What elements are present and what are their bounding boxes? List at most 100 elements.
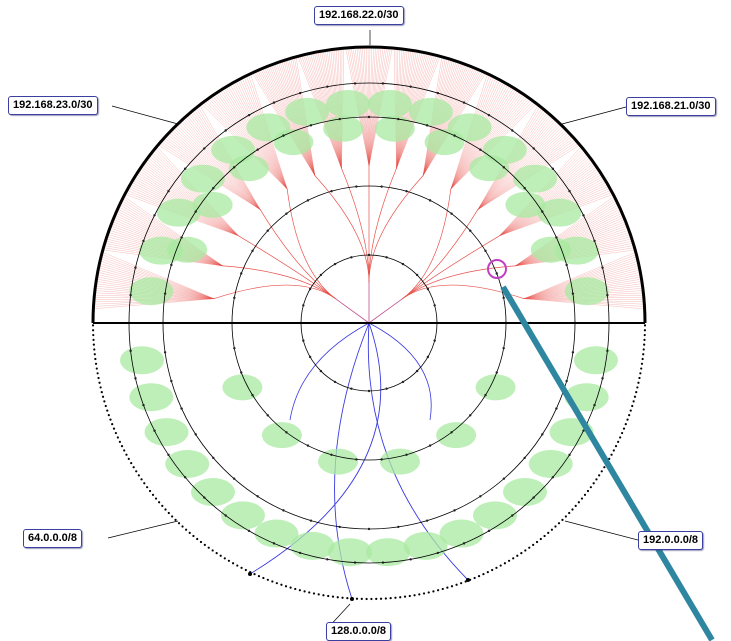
fan-line	[185, 116, 261, 210]
outer-dot	[101, 395, 105, 398]
ring-node	[487, 529, 491, 533]
cluster-ellipse	[129, 277, 174, 306]
ring-node	[409, 558, 412, 561]
fan-line	[477, 118, 555, 210]
branch-link	[368, 175, 424, 283]
outer-dot	[577, 501, 580, 504]
outer-dot	[477, 575, 481, 578]
outer-dot	[181, 525, 184, 528]
outer-dot	[639, 372, 642, 375]
outer-dot	[365, 597, 368, 601]
outer-dot	[422, 592, 426, 595]
fan-line	[262, 68, 316, 176]
fan-line	[515, 198, 616, 267]
outer-boundary	[91, 45, 647, 601]
outer-dot	[116, 436, 119, 439]
outer-dot	[622, 427, 626, 430]
outer-dot	[632, 400, 635, 403]
label-64-0-0-0[interactable]: 64.0.0.0/8	[23, 529, 82, 548]
label-128-0-0-0[interactable]: 128.0.0.0/8	[326, 622, 392, 641]
outer-dot	[561, 518, 564, 521]
ring-node	[353, 82, 357, 85]
outer-dot	[619, 436, 622, 439]
label-192-0-0-0[interactable]: 192.0.0.0/8	[638, 531, 704, 550]
fan-line	[142, 164, 239, 236]
ring-node	[415, 369, 419, 373]
ring-node	[326, 85, 329, 88]
outer-dot	[642, 353, 645, 356]
outer-dot	[629, 409, 632, 412]
fan-line	[499, 151, 586, 236]
outer-dot	[92, 338, 95, 341]
outer-dot	[98, 381, 101, 384]
ring-node	[142, 403, 145, 407]
ring-node	[170, 263, 173, 267]
label-192-168-21-0[interactable]: 192.168.21.0/30	[626, 97, 716, 116]
ring-node	[593, 403, 596, 407]
ring-node	[551, 476, 555, 479]
ring-node	[450, 212, 453, 215]
fan-line	[153, 150, 239, 236]
outer-dot	[284, 585, 288, 588]
fan-line	[515, 206, 620, 267]
outer-dot	[171, 515, 174, 518]
outer-dot	[600, 470, 603, 473]
cluster-ellipse	[261, 422, 302, 449]
ring-node	[282, 134, 285, 137]
outer-dot	[598, 474, 601, 477]
tree-links	[213, 166, 525, 600]
ring-node	[203, 496, 206, 499]
outer-dot	[375, 597, 378, 601]
fan-line	[175, 126, 261, 210]
outer-dot	[528, 546, 531, 549]
outer-dot	[120, 445, 124, 448]
ring-node	[355, 185, 358, 188]
ring-node	[134, 377, 137, 380]
outer-dot	[161, 504, 164, 507]
branch-link	[401, 235, 500, 300]
outer-dot	[146, 486, 149, 489]
ring-node	[397, 525, 400, 529]
ring-node	[433, 304, 436, 307]
ring-node	[180, 236, 183, 239]
outer-dot	[543, 534, 546, 538]
outer-dot	[603, 466, 606, 469]
fan-line	[450, 92, 522, 190]
leader-line	[561, 106, 627, 125]
ring-node	[453, 134, 456, 137]
ring-node	[272, 542, 276, 545]
fan-line	[477, 126, 563, 210]
fan-line	[218, 91, 288, 190]
label-192-168-23-0[interactable]: 192.168.23.0/30	[8, 96, 98, 115]
ring-node	[129, 293, 132, 297]
outer-dot	[164, 508, 167, 511]
cluster-ellipse	[513, 164, 558, 193]
ring-node	[338, 525, 341, 529]
fan-line	[515, 196, 615, 267]
outer-dot	[215, 552, 218, 555]
ring-node	[523, 186, 526, 190]
cluster-ellipse	[323, 115, 364, 142]
cluster-ellipse	[167, 236, 208, 263]
cluster-ellipse	[380, 448, 421, 475]
branch-link	[286, 188, 337, 300]
leader-line	[564, 520, 639, 541]
outer-dot	[137, 474, 140, 477]
outer-dot	[469, 578, 472, 581]
outer-dot	[568, 511, 571, 515]
ring-node	[385, 387, 388, 390]
cluster-ellipse	[436, 422, 477, 449]
fan-line	[146, 159, 239, 236]
label-192-168-22-0[interactable]: 192.168.22.0/30	[314, 6, 404, 25]
ring-node	[511, 129, 514, 132]
outer-dot	[450, 585, 454, 588]
ring-node	[462, 101, 466, 104]
outer-dot	[196, 537, 199, 541]
fan-line	[450, 89, 516, 190]
outer-dot	[140, 478, 143, 481]
outer-dot	[384, 597, 387, 600]
fan-line	[499, 164, 596, 236]
ring-node	[298, 91, 302, 95]
ring-node	[469, 229, 472, 232]
outer-dot	[626, 418, 629, 421]
